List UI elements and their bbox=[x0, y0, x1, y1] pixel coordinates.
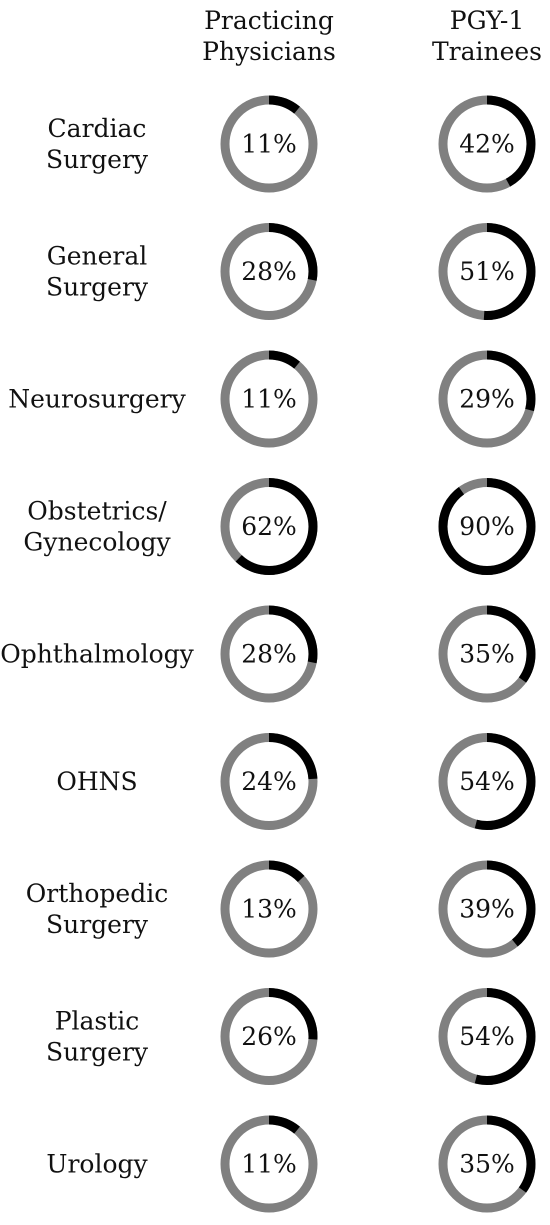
row-label-line: Urology bbox=[46, 1150, 148, 1179]
row-label-line: Surgery bbox=[46, 1038, 149, 1067]
row-label-line: Obstetrics/ bbox=[27, 497, 167, 526]
donut-pgy1: 51% bbox=[438, 223, 536, 320]
donut-value-label: 54% bbox=[459, 1022, 515, 1051]
donut-value-arc bbox=[220, 1115, 318, 1213]
column-header-pgy1-line: Trainees bbox=[432, 37, 542, 66]
donut-practicing: 11% bbox=[220, 350, 318, 448]
donut-value-label: 54% bbox=[459, 767, 515, 796]
row-label-line: Ophthalmology bbox=[0, 640, 194, 669]
donut-value-arc bbox=[438, 988, 536, 1085]
row-label-line: Surgery bbox=[46, 145, 149, 174]
donut-value-label: 51% bbox=[459, 257, 515, 286]
donut-value-label: 13% bbox=[241, 895, 297, 924]
donut-pgy1: 54% bbox=[438, 988, 536, 1085]
donut-value-label: 26% bbox=[241, 1022, 297, 1051]
column-header-pgy1-line: PGY-1 bbox=[450, 6, 524, 35]
donut-pgy1: 39% bbox=[438, 860, 536, 958]
donut-value-label: 11% bbox=[241, 130, 297, 159]
column-header-practicing: Practicing Physicians bbox=[202, 6, 336, 66]
donut-practicing: 28% bbox=[220, 223, 318, 320]
column-header-pgy1: PGY-1 Trainees bbox=[432, 6, 542, 66]
donut-value-label: 39% bbox=[459, 895, 515, 924]
donut-practicing: 26% bbox=[220, 988, 318, 1085]
row-label: Cardiac Surgery bbox=[46, 114, 149, 174]
column-header-practicing-line: Physicians bbox=[202, 37, 336, 66]
donut-value-arc bbox=[438, 223, 536, 320]
row-label-line: Cardiac bbox=[48, 114, 147, 143]
donut-value-arc bbox=[438, 478, 536, 575]
row-label: Orthopedic Surgery bbox=[26, 879, 168, 939]
donut-practicing: 11% bbox=[220, 1115, 318, 1213]
row-label: OHNS bbox=[56, 767, 137, 796]
row-label: Plastic Surgery bbox=[46, 1007, 149, 1067]
row-label-line: Gynecology bbox=[23, 528, 171, 557]
donut-value-label: 42% bbox=[459, 130, 515, 159]
donut-pgy1: 35% bbox=[438, 1115, 536, 1213]
row-label: Neurosurgery bbox=[8, 385, 186, 414]
donut-practicing: 13% bbox=[220, 860, 318, 958]
donut-value-arc bbox=[438, 860, 536, 958]
donut-value-label: 35% bbox=[459, 640, 515, 669]
donut-value-label: 11% bbox=[241, 1150, 297, 1179]
donut-value-label: 62% bbox=[241, 512, 297, 541]
donut-value-arc bbox=[220, 605, 318, 703]
donut-pgy1: 42% bbox=[438, 95, 536, 193]
donut-practicing: 24% bbox=[220, 733, 318, 830]
donut-value-label: 90% bbox=[459, 512, 515, 541]
donut-value-arc bbox=[220, 350, 318, 448]
donut-value-arc bbox=[220, 860, 318, 958]
row-label-line: Plastic bbox=[55, 1007, 140, 1036]
donut-practicing: 11% bbox=[220, 95, 318, 193]
donut-value-arc bbox=[220, 223, 318, 320]
row-label: Urology bbox=[46, 1150, 148, 1179]
donut-value-label: 11% bbox=[241, 385, 297, 414]
donut-value-arc bbox=[438, 350, 536, 448]
column-header-practicing-line: Practicing bbox=[204, 6, 334, 35]
donut-value-arc bbox=[438, 605, 536, 703]
donut-value-arc bbox=[220, 988, 318, 1085]
row-label: Obstetrics/Gynecology bbox=[23, 497, 171, 557]
donut-pgy1: 29% bbox=[438, 350, 536, 448]
row-label-line: General bbox=[47, 242, 148, 271]
donut-pgy1: 90% bbox=[438, 478, 536, 575]
donut-practicing: 28% bbox=[220, 605, 318, 703]
row-label: General Surgery bbox=[46, 242, 149, 302]
donut-value-arc bbox=[438, 733, 536, 830]
donut-value-arc bbox=[220, 478, 318, 575]
donut-value-arc bbox=[438, 1115, 536, 1213]
donut-value-label: 28% bbox=[241, 257, 297, 286]
donut-value-label: 29% bbox=[459, 385, 515, 414]
row-label-line: Surgery bbox=[46, 910, 149, 939]
row-label-line: Neurosurgery bbox=[8, 385, 186, 414]
row-label: Ophthalmology bbox=[0, 640, 194, 669]
donut-pgy1: 35% bbox=[438, 605, 536, 703]
donut-value-arc bbox=[220, 95, 318, 193]
donut-value-label: 24% bbox=[241, 767, 297, 796]
donut-practicing: 62% bbox=[220, 478, 318, 575]
donut-pgy1: 54% bbox=[438, 733, 536, 830]
row-label-line: OHNS bbox=[56, 767, 137, 796]
donut-value-arc bbox=[220, 733, 318, 830]
donut-value-arc bbox=[438, 95, 536, 193]
row-label-line: Surgery bbox=[46, 273, 149, 302]
donut-value-label: 35% bbox=[459, 1150, 515, 1179]
donut-value-label: 28% bbox=[241, 640, 297, 669]
row-label-line: Orthopedic bbox=[26, 879, 168, 908]
